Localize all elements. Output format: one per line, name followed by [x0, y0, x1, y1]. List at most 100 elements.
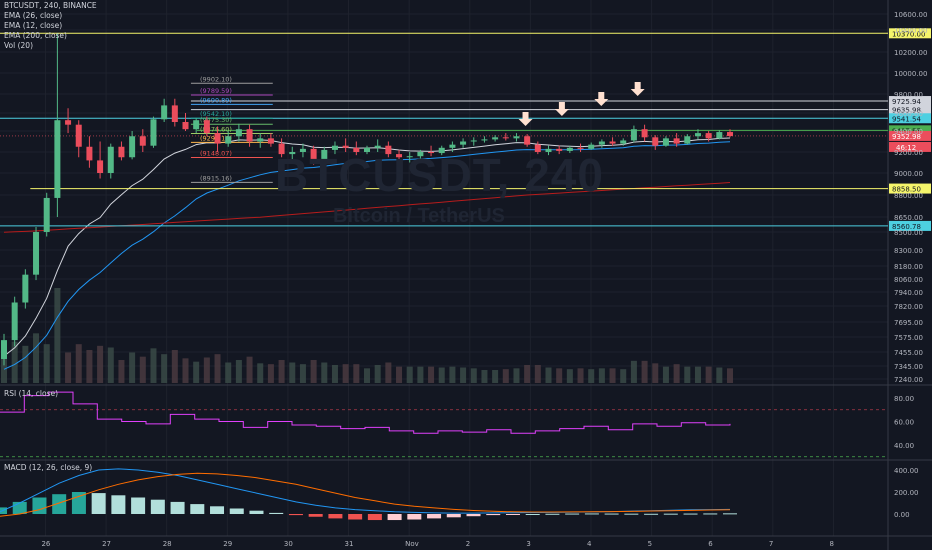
candle-body-36: [385, 145, 392, 155]
candle-body-26: [278, 143, 285, 155]
volume-bar-43: [460, 367, 467, 383]
volume-bar-27: [289, 362, 296, 383]
price-axis[interactable]: 10600.0010400.0010200.0010000.009800.009…: [894, 11, 927, 384]
signal-line: [0, 472, 731, 517]
volume-bar-4: [43, 344, 50, 383]
price-tick-2: 10200.00: [894, 49, 927, 57]
price-tick-21: 7240.00: [894, 376, 923, 384]
volume-bar-64: [684, 366, 691, 383]
macd-hist-8: [150, 499, 165, 514]
time-tick-9: 4: [587, 540, 592, 548]
volume-bar-7: [75, 344, 82, 383]
rsi-pane: 80.00 60.00 40.00: [0, 391, 914, 458]
macd-hist-15: [288, 514, 303, 516]
candle-body-45: [481, 139, 488, 141]
hline-label-3: 9541.54: [892, 115, 921, 123]
price-tick-10: 8650.00: [894, 214, 923, 222]
macd-hist-4: [71, 492, 86, 514]
legend-ema12[interactable]: EMA (12, close): [4, 21, 63, 30]
candle-body-29: [310, 148, 317, 161]
candle-body-3: [33, 232, 40, 275]
time-tick-5: 31: [345, 540, 354, 548]
volume-bar-41: [438, 367, 445, 383]
price-tick-8: 9000.00: [894, 170, 923, 178]
price-tick-5: 9600.00: [894, 110, 923, 118]
down-arrow-icon-3: [630, 82, 645, 96]
hline-label-2: 9635.98: [892, 107, 921, 115]
macd-hist-26: [505, 514, 520, 515]
price-tick-17: 7695.00: [894, 319, 923, 327]
price-tick-6: 9400.00: [894, 128, 923, 136]
fib-label-7: (9148.07): [200, 149, 232, 157]
macd-hist-2: [32, 497, 47, 514]
legend-symbol[interactable]: BTCUSDT, 240, BINANCE: [4, 1, 97, 10]
volume-bar-19: [203, 357, 210, 383]
candle-body-23: [246, 129, 253, 142]
candle-body-1: [11, 302, 18, 341]
price-tick-15: 7940.00: [894, 289, 923, 297]
macd-pane: 400.00 200.00 0.00: [0, 467, 919, 521]
volume-bar-46: [492, 370, 499, 383]
candle-body-46: [492, 137, 499, 140]
hline-label-bg-5: [889, 183, 931, 194]
volume-bar-12: [129, 352, 136, 383]
volume-bar-35: [374, 365, 381, 383]
legend-vol[interactable]: Vol (20): [4, 41, 34, 50]
volume-bar-40: [428, 366, 435, 383]
candle-body-63: [673, 138, 680, 144]
candle-body-14: [150, 119, 157, 146]
price-tick-3: 10000.00: [894, 70, 927, 78]
volume-bar-47: [502, 369, 509, 383]
hline-label-bg-2: [889, 104, 931, 115]
volume-bar-3: [33, 333, 40, 383]
volume-bar-31: [331, 365, 338, 383]
volume-bar-67: [716, 367, 723, 383]
time-tick-13: 8: [829, 540, 833, 548]
fib-label-1: (9789.59): [200, 87, 232, 95]
price-tick-12: 8300.00: [894, 247, 923, 255]
volume-bar-30: [321, 362, 328, 383]
annotation-arrows: [518, 82, 645, 126]
legend-macd[interactable]: MACD (12, 26, close, 9): [4, 463, 93, 472]
countdown-bg: [889, 141, 931, 152]
candle-body-32: [342, 145, 349, 148]
volume-bar-48: [513, 368, 520, 383]
candle-body-49: [524, 136, 531, 145]
hline-label-1: 9725.94: [892, 98, 921, 106]
candle-body-5: [54, 120, 61, 198]
volume-bar-16: [171, 350, 178, 383]
current-price-bg: [889, 130, 931, 141]
time-axis[interactable]: 26 27 28 29 30 31 Nov 2 3 4 5 6 7 8: [41, 540, 833, 548]
volume-bar-2: [22, 345, 29, 383]
legend-ema200[interactable]: EMA (200, close): [4, 31, 67, 40]
price-tick-11: 8500.00: [894, 229, 923, 237]
candle-body-30: [321, 149, 328, 161]
macd-hist-5: [91, 493, 106, 514]
candle-body-6: [65, 120, 72, 125]
candlesticks[interactable]: [1, 33, 733, 366]
macd-hist-18: [348, 514, 363, 520]
candle-body-37: [396, 154, 403, 158]
legend-rsi[interactable]: RSI (14, close): [4, 389, 59, 398]
macd-hist-19: [367, 514, 382, 521]
volume-bar-50: [534, 365, 541, 383]
macd-hist-34: [663, 513, 678, 515]
candle-body-41: [438, 147, 445, 154]
candle-body-47: [502, 137, 509, 139]
price-tick-18: 7575.00: [894, 334, 923, 342]
macd-tick-0: 400.00: [894, 467, 919, 475]
volume-bar-26: [278, 360, 285, 383]
legend-ema26[interactable]: EMA (26, close): [4, 11, 63, 20]
price-tick-20: 7345.00: [894, 363, 923, 371]
macd-tick-1: 200.00: [894, 489, 919, 497]
horizontal-levels[interactable]: 10370.009725.949635.989541.549407.558858…: [0, 28, 931, 231]
volume-bar-23: [246, 356, 253, 383]
candle-body-42: [449, 144, 456, 148]
candle-body-61: [652, 137, 659, 146]
time-tick-8: 3: [526, 540, 530, 548]
volume-bar-51: [545, 367, 552, 383]
macd-hist-1: [12, 501, 27, 514]
macd-hist-31: [604, 513, 619, 515]
watermark-name: Bitcoin / TetherUS: [333, 205, 505, 227]
